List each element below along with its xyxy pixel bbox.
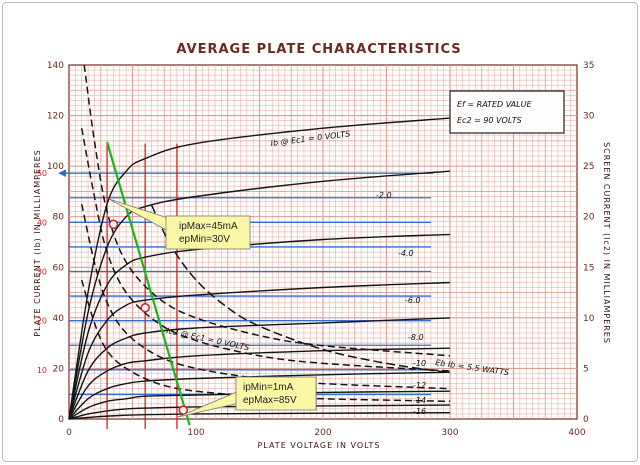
callout-2-box xyxy=(235,376,317,411)
y-tick-right-15: 15 xyxy=(583,263,594,273)
operating-point-1 xyxy=(140,302,150,313)
load-line xyxy=(106,141,191,426)
plate-curves xyxy=(68,117,451,420)
y-tick-right-25: 25 xyxy=(583,162,594,172)
plate-curve-9 xyxy=(68,412,451,420)
curve-label-6: -6.0 xyxy=(405,296,421,305)
curve-label-14: -14 xyxy=(413,396,426,405)
y-tick-right-30: 30 xyxy=(583,112,595,122)
operating-point-0 xyxy=(108,219,119,230)
curve-label-4: -4.0 xyxy=(398,249,414,258)
plate-curve-8 xyxy=(68,404,451,420)
callout-1-line-1: ipMax=45mA xyxy=(179,221,238,232)
curve-label-8: -8.0 xyxy=(408,333,424,342)
y-tick-left-140: 140 xyxy=(47,61,64,71)
x-tick-100: 100 xyxy=(187,428,204,438)
curve-label-10: -10 xyxy=(413,359,426,368)
screen-curves xyxy=(80,64,451,403)
x-tick-0: 0 xyxy=(66,428,72,438)
curve-label-16: -16 xyxy=(413,407,426,416)
y-axis-label-right: SCREEN CURRENT (Ic2) IN MILLIAMPERES xyxy=(602,142,611,344)
y-tick-left-100: 100 xyxy=(47,162,64,172)
plate-curve-0 xyxy=(68,117,451,420)
curve-label-2: -2.0 xyxy=(376,191,392,200)
operating-point-markers xyxy=(108,219,189,415)
y-tick-left-20: 20 xyxy=(53,364,65,374)
axis-ticks: 0 100 200 300 400 0 20 40 60 80 100 120 140 0 5 10 15 20 2… xyxy=(37,61,595,438)
screen-curve-0 xyxy=(83,64,451,357)
y-tick-left-60: 60 xyxy=(53,263,65,273)
plate-curve-7 xyxy=(68,390,451,420)
y-tick-overlay-50: 50 xyxy=(37,169,47,178)
y-tick-overlay-40: 40 xyxy=(37,218,47,227)
callout-2-line-1: ipMin=1mA xyxy=(243,382,294,393)
callout-1-box xyxy=(165,215,251,250)
y-tick-left-120: 120 xyxy=(47,112,64,122)
y-tick-right-10: 10 xyxy=(583,314,595,324)
conditions-box xyxy=(449,90,565,134)
condition-line-2: Ec2 = 90 VOLTS xyxy=(457,116,522,125)
y-tick-right-20: 20 xyxy=(583,213,595,223)
chart-title: AVERAGE PLATE CHARACTERISTICS xyxy=(176,42,461,57)
y-tick-left-40: 40 xyxy=(53,314,65,324)
y-tick-overlay-20: 20 xyxy=(37,317,47,326)
curve-label-12: -12 xyxy=(413,381,426,390)
plate-curve-3 xyxy=(68,281,451,420)
y-tick-right-5: 5 xyxy=(583,364,589,374)
y-tick-left-0: 0 xyxy=(58,415,64,425)
x-tick-300: 300 xyxy=(441,428,458,438)
screen-curve-3 xyxy=(80,279,451,403)
condition-line-1: Ef = RATED VALUE xyxy=(457,100,532,109)
blue-horizontal-lines xyxy=(58,169,433,396)
plate-characteristics-chart: AVERAGE PLATE CHARACTERISTICS 0 100 200 300… xyxy=(33,42,611,450)
y-tick-left-80: 80 xyxy=(53,213,65,223)
y-tick-right-0: 0 xyxy=(583,415,589,425)
load-line xyxy=(106,141,191,426)
y-axis-label-left: PLATE CURRENT (Ib) IN MILLIAMPERES xyxy=(33,149,42,336)
callout-2-line-2: epMax=85V xyxy=(243,395,297,406)
x-axis-label: PLATE VOLTAGE IN VOLTS xyxy=(257,441,380,450)
plate-curve-5 xyxy=(68,347,451,420)
screen-curve-1 xyxy=(80,128,451,372)
screen-curve-2 xyxy=(80,203,451,390)
x-tick-400: 400 xyxy=(568,428,585,438)
y-tick-right-35: 35 xyxy=(583,61,594,71)
plate-curve-6 xyxy=(68,371,451,420)
y-tick-overlay-10: 10 xyxy=(37,366,47,375)
operating-point-2 xyxy=(178,405,189,415)
plate-curve-4 xyxy=(68,317,451,420)
x-tick-200: 200 xyxy=(314,428,331,438)
y-tick-overlay-30: 30 xyxy=(37,268,47,277)
callout-1-line-2: epMin=30V xyxy=(179,234,230,245)
